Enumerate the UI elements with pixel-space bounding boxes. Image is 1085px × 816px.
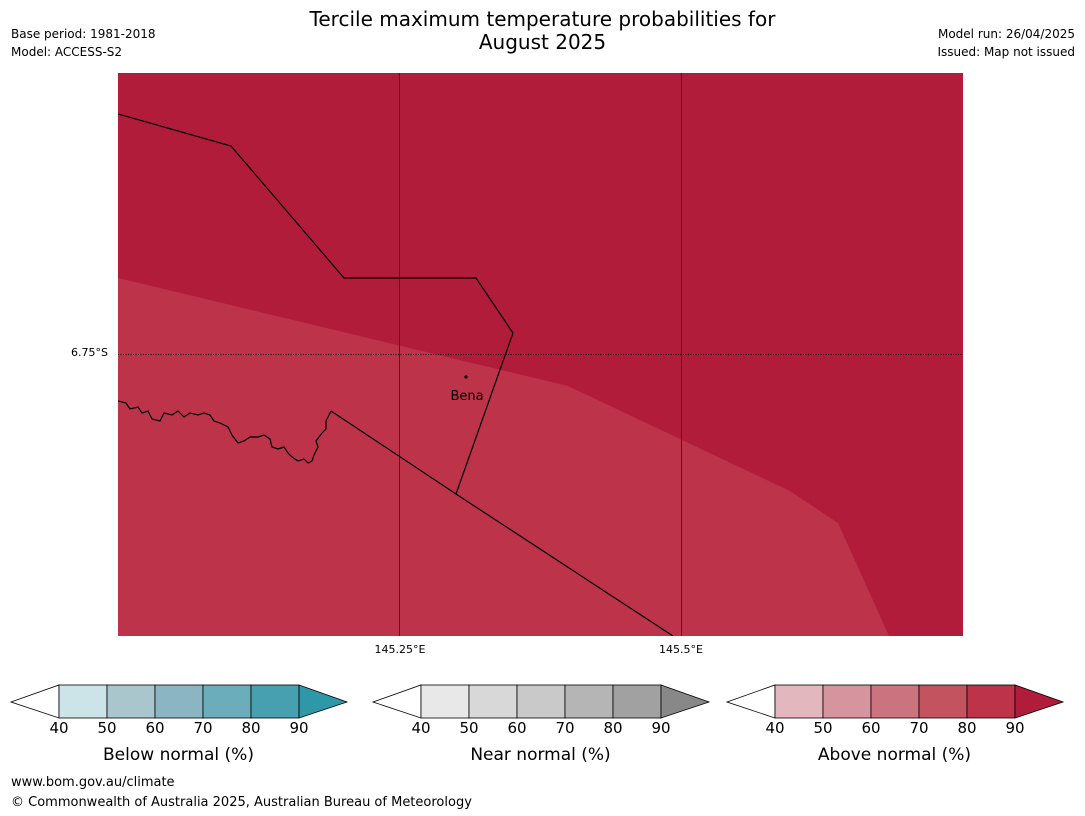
tick-label: 80	[603, 719, 623, 737]
colorbar-near-extend-low	[372, 684, 422, 719]
colorbar-below-segment-50	[106, 684, 156, 719]
region-above-80	[118, 278, 889, 636]
tick-label: 60	[145, 719, 165, 737]
tick-label: 50	[459, 719, 479, 737]
title-line-2: August 2025	[478, 30, 607, 54]
tick-label: 90	[1005, 719, 1025, 737]
tick-label: 70	[193, 719, 213, 737]
tick-label: 70	[909, 719, 929, 737]
longitude-label-145-25: 145.25°E	[374, 643, 426, 656]
colorbar-near-segment-60	[516, 684, 566, 719]
colorbar-near-segment-70	[564, 684, 614, 719]
colorbar-below-segment-60	[154, 684, 204, 719]
bena-point	[464, 375, 468, 379]
base-period-text: Base period: 1981-2018	[11, 27, 156, 41]
colorbar-near-segment-80	[612, 684, 662, 719]
footer-url[interactable]: www.bom.gov.au/climate	[11, 775, 175, 790]
colorbar-near-segment-50	[468, 684, 518, 719]
colorbar-above-segment-80	[966, 684, 1016, 719]
colorbar-above-segment-50	[822, 684, 872, 719]
title-line-1: Tercile maximum temperature probabilitie…	[309, 7, 776, 31]
colorbar-below-ticks: 40 50 60 70 80 90	[10, 719, 350, 739]
meta-left: Base period: 1981-2018 Model: ACCESS-S2	[11, 25, 156, 61]
tick-label: 50	[97, 719, 117, 737]
tick-label: 40	[411, 719, 431, 737]
issued-text: Issued: Map not issued	[937, 45, 1075, 59]
tick-label: 90	[651, 719, 671, 737]
colorbar-above-extend-high	[1014, 684, 1065, 719]
tick-label: 60	[861, 719, 881, 737]
colorbar-below-extend-high	[298, 684, 349, 719]
colorbar-near-ticks: 40 50 60 70 80 90	[372, 719, 712, 739]
latitude-label: 6.75°S	[71, 346, 108, 359]
province-boundary-south	[330, 410, 674, 636]
colorbar-above-ticks: 40 50 60 70 80 90	[726, 719, 1066, 739]
probability-map[interactable]: Bena	[118, 73, 963, 636]
model-run-text: Model run: 26/04/2025	[937, 27, 1075, 41]
map-title: Tercile maximum temperature probabilitie…	[0, 8, 1085, 54]
colorbar-near-label: Near normal (%)	[470, 745, 611, 765]
coastline-river	[118, 400, 332, 464]
colorbar-below-segment-80	[250, 684, 300, 719]
tick-label: 80	[957, 719, 977, 737]
tick-label: 40	[49, 719, 69, 737]
colorbar-above-normal	[726, 684, 1065, 719]
colorbar-below-segment-70	[202, 684, 252, 719]
place-label-bena: Bena	[450, 389, 483, 404]
colorbar-above-label: Above normal (%)	[817, 745, 972, 765]
tick-label: 80	[241, 719, 261, 737]
tick-label: 40	[765, 719, 785, 737]
colorbar-above-segment-70	[918, 684, 968, 719]
colorbar-below-label: Below normal (%)	[103, 745, 254, 765]
tick-label: 90	[289, 719, 309, 737]
footer-copyright: © Commonwealth of Australia 2025, Austra…	[11, 795, 472, 810]
province-boundary	[118, 113, 514, 495]
colorbar-near-segment-40	[420, 684, 470, 719]
colorbar-above-extend-low	[726, 684, 776, 719]
tick-label: 60	[507, 719, 527, 737]
meta-right: Model run: 26/04/2025 Issued: Map not is…	[937, 25, 1075, 61]
model-text: Model: ACCESS-S2	[11, 45, 123, 59]
tick-label: 50	[813, 719, 833, 737]
colorbar-above-segment-60	[870, 684, 920, 719]
colorbar-below-extend-low	[10, 684, 60, 719]
tick-label: 70	[555, 719, 575, 737]
colorbar-above-segment-40	[774, 684, 824, 719]
colorbar-below-segment-40	[58, 684, 108, 719]
longitude-label-145-5: 145.5°E	[659, 643, 703, 656]
colorbar-near-extend-high	[660, 684, 711, 719]
colorbar-below-normal	[10, 684, 349, 719]
colorbar-near-normal	[372, 684, 711, 719]
